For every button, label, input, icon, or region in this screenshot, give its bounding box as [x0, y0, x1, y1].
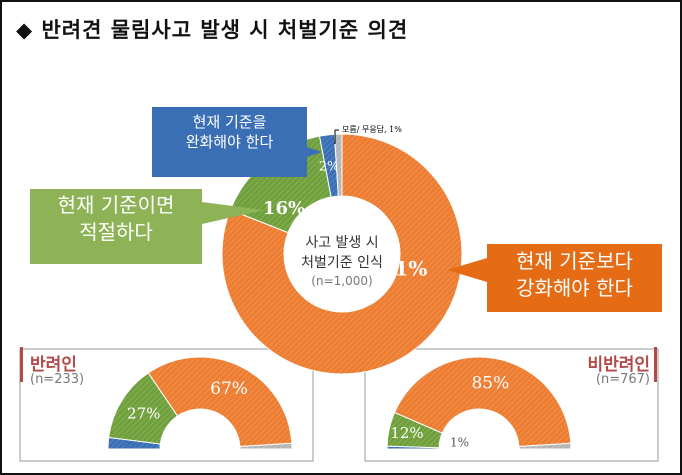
slice-hatch-1-3	[239, 443, 292, 449]
callout-strengthen: 현재 기준보다 강화해야 한다	[487, 248, 662, 302]
center-line1: 사고 발생 시	[305, 235, 379, 251]
callout-strengthen-line1: 현재 기준보다	[516, 249, 633, 273]
callout-adequate-box	[30, 189, 264, 264]
slice-hatch-2-2	[394, 356, 571, 447]
callout-strengthen-line2: 강화해야 한다	[516, 276, 633, 300]
callout-relax-line2: 완화해야 한다	[185, 133, 274, 152]
non-owner-title: 비반려인	[587, 355, 650, 375]
page-title: ◆ 반려견 물림사고 발생 시 처벌기준 의견	[16, 18, 409, 42]
center-n: (n=1,000)	[311, 274, 373, 289]
callout-relax: 현재 기준을 완화해야 한다	[152, 112, 307, 153]
slice-hatch-0-2	[319, 134, 339, 198]
pet-owner-accent	[20, 347, 23, 382]
slice-hatch-2-3	[518, 443, 571, 449]
callout-relax-box	[152, 107, 322, 177]
donut-center-label: 사고 발생 시 처벌기준 인식 (n=1,000)	[282, 234, 402, 290]
callout-relax-line1: 현재 기준을	[192, 113, 267, 131]
callout-adequate-line1: 현재 기준이면	[57, 193, 175, 217]
data-label-0-3: 모름/ 무응답, 1%	[342, 124, 402, 134]
slice-hatch-1-2	[148, 357, 292, 447]
callout-strengthen-box	[447, 244, 662, 312]
slice-hatch-2-1	[387, 412, 443, 448]
data-label-2-0: 1%	[450, 436, 469, 450]
data-label-1-1: 27%	[127, 405, 160, 423]
data-label-2-2: 85%	[471, 373, 509, 393]
data-label-0-2: 2%	[319, 160, 340, 175]
slice-hatch-0-3	[334, 134, 342, 197]
data-label-1-0: 4%	[124, 440, 140, 451]
data-label-0-1: 16%	[263, 198, 305, 219]
pet-owner-n: (n=233)	[30, 372, 85, 387]
callout-adequate-line2: 적절하다	[79, 220, 153, 244]
data-label-1-2: 67%	[210, 379, 248, 399]
non-owner-accent	[654, 347, 657, 382]
slice-hatch-1-0	[108, 437, 161, 449]
donut-hole	[285, 197, 399, 311]
callout-adequate: 현재 기준이면 적절하다	[30, 192, 202, 246]
center-line2: 처벌기준 인식	[301, 254, 383, 271]
pet-owner-title: 반려인	[30, 355, 77, 375]
slice-hatch-0-0	[222, 134, 463, 374]
data-label-2-1: 12%	[390, 424, 423, 442]
non-owner-n: (n=767)	[595, 372, 650, 387]
